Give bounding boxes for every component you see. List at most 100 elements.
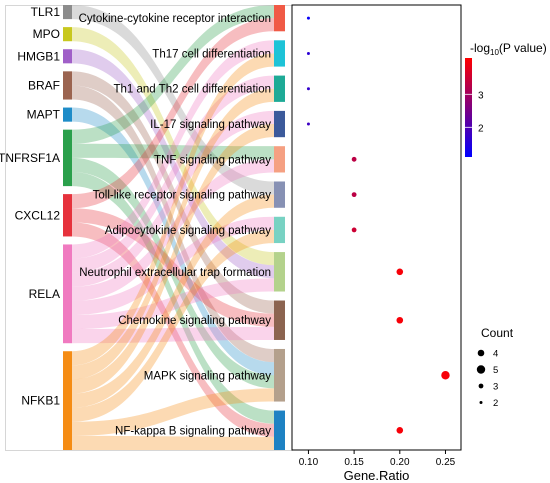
size-legend-dot-3: [479, 401, 483, 404]
pathway-node-cytokine-cytokine-receptor-interaction: [274, 5, 285, 32]
dot-cytokine-cytokine-receptor-interaction: [306, 16, 310, 20]
dot-adipocytokine-signaling-pathway: [351, 227, 357, 233]
link-tlr1-toll-like-receptor-signaling-pathway: [72, 5, 274, 195]
link-hmgb1-neutrophil-extracellular-trap-formation: [72, 49, 274, 279]
gene-node-rela: [63, 244, 72, 344]
dot-tnf-signaling-pathway: [351, 156, 357, 162]
pathway-label-mapk-signaling-pathway: MAPK signaling pathway: [144, 370, 271, 382]
gene-node-cxcl12: [63, 194, 72, 237]
link-mapt-mapk-signaling-pathway: [72, 107, 274, 376]
link-tnfrsf1a-tnf-signaling-pathway: [72, 143, 274, 160]
size-legend-label-0: 4: [493, 349, 498, 360]
link-nfkb1-nf-kappa-b-signaling-pathway: [72, 435, 274, 450]
pathway-node-adipocytokine-signaling-pathway: [274, 216, 285, 244]
gene-node-braf: [63, 71, 72, 100]
gene-label-nfkb1: NFKB1: [21, 394, 60, 408]
pathway-label-th1-and-th2-cell-differentiation: Th1 and Th2 cell differentiation: [114, 84, 272, 96]
color-tick-label-1: 3: [478, 90, 484, 101]
dot-th1-and-th2-cell-differentiation: [306, 87, 310, 91]
link-rela-neutrophil-extracellular-trap-formation: [72, 278, 274, 330]
pathway-node-th17-cell-differentiation: [274, 40, 285, 67]
link-cxcl12-chemokine-signaling-pathway: [72, 208, 274, 327]
gene-label-hmgb1: HMGB1: [17, 49, 60, 63]
pathway-node-tnf-signaling-pathway: [274, 146, 285, 173]
size-legend-title: Count: [481, 326, 514, 340]
pathway-node-th1-and-th2-cell-differentiation: [274, 75, 285, 102]
pathway-label-chemokine-signaling-pathway: Chemokine signaling pathway: [118, 315, 271, 327]
color-legend-title: -log10(P value): [470, 41, 547, 57]
dot-chemokine-signaling-pathway: [396, 316, 404, 324]
x-tick-label-1: 0.15: [344, 457, 364, 468]
gene-label-cxcl12: CXCL12: [15, 208, 61, 222]
link-braf-mapk-signaling-pathway: [72, 85, 274, 363]
color-tick-label-0: 2: [478, 123, 484, 134]
gene-node-tlr1: [63, 5, 72, 20]
link-rela-tnf-signaling-pathway: [72, 159, 274, 301]
pathway-node-chemokine-signaling-pathway: [274, 300, 285, 340]
size-legend-label-3: 2: [493, 398, 498, 409]
legends: -log10(P value) 2 3 Count 4 5 3 2: [465, 41, 547, 409]
gene-node-mapt: [63, 107, 72, 122]
size-legend-label-1: 5: [493, 365, 498, 376]
pathway-nodes: Cytokine-cytokine receptor interaction Th…: [79, 5, 285, 450]
x-tick-label-2: 0.20: [390, 457, 410, 468]
gene-node-mpo: [63, 27, 72, 42]
link-rela-il-17-signaling-pathway: [72, 110, 274, 287]
x-axis-label: Gene.Ratio: [344, 468, 410, 483]
link-nfkb1-th1-and-th2-cell-differentiation: [72, 88, 274, 380]
pathway-node-toll-like-receptor-signaling-pathway: [274, 181, 285, 208]
pathway-label-toll-like-receptor-signaling-pathway: Toll-like receptor signaling pathway: [93, 190, 272, 202]
link-rela-chemokine-signaling-pathway: [72, 326, 274, 344]
dot-panel-frame: [291, 4, 462, 451]
link-nfkb1-mapk-signaling-pathway: [72, 388, 274, 436]
link-braf-chemokine-signaling-pathway: [72, 71, 274, 314]
link-rela-adipocytokine-signaling-pathway: [72, 216, 274, 315]
size-legend-label-2: 3: [493, 382, 498, 393]
gene-label-rela: RELA: [29, 287, 60, 301]
gene-node-hmgb1: [63, 49, 72, 64]
pathway-label-adipocytokine-signaling-pathway: Adipocytokine signaling pathway: [105, 225, 271, 237]
link-nfkb1-adipocytokine-signaling-pathway: [72, 229, 274, 422]
dot-neutrophil-extracellular-trap-formation: [396, 268, 404, 276]
x-tick-label-3: 0.25: [436, 457, 456, 468]
link-nfkb1-th17-cell-differentiation: [72, 53, 274, 366]
gene-node-tnfrsf1a: [63, 129, 72, 187]
link-cxcl12-nf-kappa-b-signaling-pathway: [72, 222, 274, 437]
gene-label-tnfrsf1a: TNFRSF1A: [0, 151, 60, 165]
dot-toll-like-receptor-signaling-pathway: [351, 192, 357, 198]
link-tnfrsf1a-mapk-signaling-pathway: [72, 157, 274, 389]
pathway-label-il-17-signaling-pathway: IL-17 signaling pathway: [150, 119, 271, 131]
dot-plot-panel: 0.10 0.15 0.20 0.25 Gene.Ratio: [291, 4, 462, 483]
link-cxcl12-cytokine-cytokine-receptor-interaction: [72, 18, 274, 209]
pathway-label-nf-kappa-b-signaling-pathway: NF-kappa B signaling pathway: [115, 425, 271, 437]
dot-mapk-signaling-pathway: [441, 371, 450, 380]
link-nfkb1-il-17-signaling-pathway: [72, 124, 274, 394]
size-legend-dot-1: [476, 365, 486, 374]
gene-nodes: TLR1 MPO HMGB1 BRAF MAPT TNFRSF1A CXCL12 RELA NF…: [0, 5, 293, 451]
dot-th17-cell-differentiation: [306, 51, 310, 55]
pathway-node-nf-kappa-b-signaling-pathway: [274, 410, 285, 450]
gene-label-tlr1: TLR1: [31, 5, 61, 19]
dot-nf-kappa-b-signaling-pathway: [396, 426, 404, 434]
gene-node-nfkb1: [63, 351, 72, 450]
pathway-node-mapk-signaling-pathway: [274, 348, 285, 402]
color-legend-bar: [465, 58, 472, 157]
sankey-links: [72, 5, 274, 450]
pathway-label-cytokine-cytokine-receptor-interaction: Cytokine-cytokine receptor interaction: [79, 13, 271, 25]
pathway-label-neutrophil-extracellular-trap-formation: Neutrophil extracellular trap formation: [79, 267, 271, 279]
size-legend-dot-0: [477, 349, 485, 357]
pathway-node-il-17-signaling-pathway: [274, 110, 285, 138]
link-rela-th17-cell-differentiation: [72, 40, 274, 259]
gene-label-braf: BRAF: [28, 78, 60, 92]
pathway-node-neutrophil-extracellular-trap-formation: [274, 252, 285, 292]
x-tick-label-0: 0.10: [299, 457, 319, 468]
gene-label-mpo: MPO: [33, 27, 60, 41]
size-legend-dot-2: [478, 383, 484, 389]
link-tnfrsf1a-nf-kappa-b-signaling-pathway: [72, 172, 274, 424]
link-mpo-neutrophil-extracellular-trap-formation: [72, 27, 274, 266]
gene-label-mapt: MAPT: [27, 108, 61, 122]
dot-il-17-signaling-pathway: [306, 122, 310, 126]
pathway-label-tnf-signaling-pathway: TNF signaling pathway: [154, 154, 271, 166]
link-nfkb1-toll-like-receptor-signaling-pathway: [72, 194, 274, 408]
